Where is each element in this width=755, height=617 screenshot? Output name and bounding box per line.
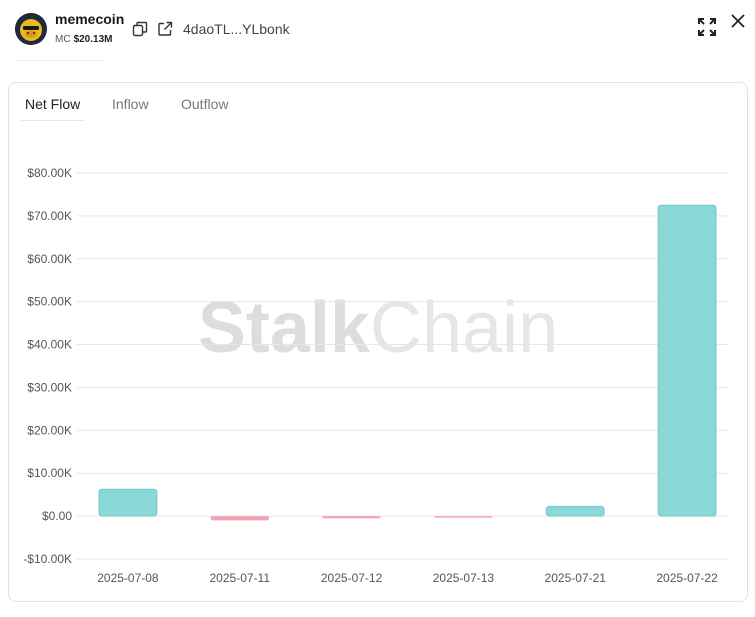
bar-2025-07-22[interactable] xyxy=(657,204,717,517)
y-tick-label: $80.00K xyxy=(27,166,72,180)
market-cap-label: MC xyxy=(55,34,71,45)
bar-2025-07-12[interactable] xyxy=(322,516,381,519)
tab-outflow[interactable]: Outflow xyxy=(181,96,229,112)
y-tick-label: $30.00K xyxy=(27,380,72,394)
token-logo-icon xyxy=(15,13,47,45)
external-link-icon[interactable] xyxy=(157,21,173,37)
x-tick-label: 2025-07-08 xyxy=(97,571,159,585)
y-tick-label: -$10.00K xyxy=(23,552,72,566)
expand-icon[interactable] xyxy=(697,17,717,37)
bar-2025-07-11[interactable] xyxy=(210,516,269,521)
copy-icon[interactable] xyxy=(132,21,148,37)
token-address[interactable]: 4daoTL...YLbonk xyxy=(183,21,290,37)
y-tick-label: $20.00K xyxy=(27,423,72,437)
x-tick-label: 2025-07-22 xyxy=(656,571,718,585)
token-logo-avatar xyxy=(15,13,47,45)
y-tick-label: $40.00K xyxy=(27,338,72,352)
y-tick-label: $50.00K xyxy=(27,295,72,309)
tab-inflow[interactable]: Inflow xyxy=(112,96,149,112)
y-tick-label: $60.00K xyxy=(27,252,72,266)
bar-2025-07-08[interactable] xyxy=(98,488,158,517)
header-divider xyxy=(17,60,105,61)
tab-net-flow[interactable]: Net Flow xyxy=(25,96,81,112)
market-cap-value: $20.13M xyxy=(73,34,113,45)
x-tick-label: 2025-07-11 xyxy=(210,571,271,585)
bar-2025-07-13[interactable] xyxy=(434,516,493,518)
y-tick-label: $0.00 xyxy=(42,509,72,523)
market-cap: MC $20.13M xyxy=(55,34,112,45)
y-tick-label: $70.00K xyxy=(27,209,72,223)
close-icon[interactable] xyxy=(730,13,746,29)
token-header: memecoin MC $20.13M 4daoTL...YLbonk xyxy=(0,0,755,61)
watermark-light: Chain xyxy=(370,288,558,368)
watermark-bold: Stalk xyxy=(198,288,371,368)
bar-2025-07-21[interactable] xyxy=(545,505,605,517)
x-tick-label: 2025-07-21 xyxy=(545,571,607,585)
active-tab-indicator xyxy=(21,120,85,121)
watermark: StalkChain xyxy=(198,288,558,368)
y-tick-label: $10.00K xyxy=(27,466,72,480)
x-tick-label: 2025-07-13 xyxy=(433,571,495,585)
token-name: memecoin xyxy=(55,11,125,27)
x-tick-label: 2025-07-12 xyxy=(321,571,383,585)
